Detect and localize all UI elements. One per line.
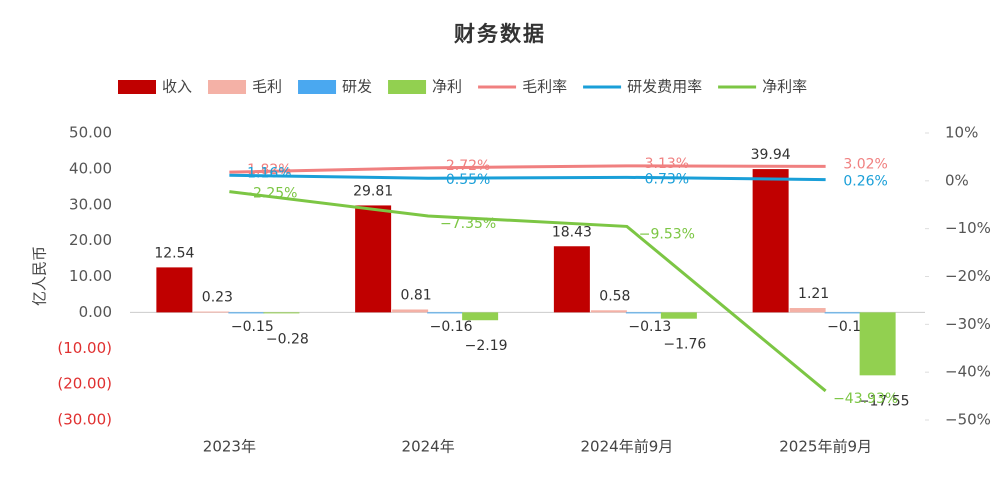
bar — [392, 309, 429, 313]
legend-swatch — [298, 80, 337, 94]
data-label: 0.55% — [446, 172, 490, 188]
line — [229, 173, 826, 182]
data-label: −2.19 — [465, 338, 508, 354]
x-tick-label: 2023年 — [203, 438, 256, 456]
data-label: −7.35% — [440, 216, 496, 232]
y2-tick-label: −20% — [945, 267, 991, 285]
y-tick-label: 0.00 — [79, 303, 112, 321]
data-label: 3.02% — [843, 156, 887, 172]
data-label: 2.72% — [446, 158, 490, 174]
data-label: −43.93% — [833, 391, 898, 407]
bar — [824, 312, 861, 314]
legend-label: 净利 — [432, 78, 462, 96]
data-label: −0.15 — [231, 319, 274, 335]
legend-label: 研发 — [342, 78, 372, 96]
x-tick-label: 2024年前9月 — [581, 438, 674, 456]
legend-label: 毛利率 — [522, 78, 567, 96]
bar — [193, 311, 230, 313]
data-label: −0.16 — [430, 319, 473, 335]
data-label: 1.82% — [247, 162, 291, 178]
bar — [789, 308, 826, 313]
bar — [355, 205, 392, 313]
y-tick-label: 40.00 — [69, 159, 112, 177]
bar — [859, 312, 896, 376]
y-tick-label: 30.00 — [69, 195, 112, 213]
y2-tick-label: −10% — [945, 219, 991, 237]
y-tick-label: 20.00 — [69, 231, 112, 249]
legend-swatch — [118, 80, 156, 94]
y2-tick-label: −40% — [945, 363, 991, 381]
data-label: 3.13% — [645, 156, 689, 172]
legend-label: 净利率 — [762, 78, 807, 96]
y-tick-label: 50.00 — [69, 124, 112, 142]
legend-label: 收入 — [162, 78, 192, 96]
chart-title: 财务数据 — [454, 22, 546, 46]
data-label: 0.81 — [401, 287, 432, 303]
bar — [752, 169, 789, 313]
y-tick-label: (10.00) — [57, 339, 112, 357]
legend-label: 毛利 — [252, 78, 282, 96]
line — [229, 190, 827, 393]
data-label: −1.76 — [663, 337, 706, 353]
y-tick-label: 10.00 — [69, 267, 112, 285]
y2-tick-label: 10% — [945, 124, 978, 142]
bar — [156, 267, 193, 313]
y2-tick-label: −30% — [945, 315, 991, 333]
data-label: 0.26% — [843, 174, 887, 190]
bar — [590, 310, 627, 313]
y-tick-label: (30.00) — [57, 411, 112, 429]
data-label: 0.58 — [599, 288, 630, 304]
bar — [263, 312, 300, 314]
x-tick-label: 2025年前9月 — [779, 438, 872, 456]
bar — [427, 312, 464, 314]
bar — [553, 246, 590, 313]
legend-swatch — [388, 80, 427, 94]
y-tick-label: (20.00) — [57, 375, 112, 393]
data-label: 29.81 — [353, 183, 393, 199]
data-label: 0.23 — [202, 290, 233, 306]
legend-label: 研发费用率 — [627, 78, 702, 96]
bar — [462, 312, 499, 321]
y2-tick-label: 0% — [945, 171, 969, 189]
bar — [660, 312, 697, 319]
data-label: −0.13 — [628, 319, 671, 335]
data-label: 39.94 — [751, 147, 791, 163]
data-label: 1.21 — [798, 286, 829, 302]
data-label: 1.16% — [247, 165, 291, 181]
legend-swatch — [208, 80, 247, 94]
data-label: 12.54 — [154, 245, 194, 261]
data-label: −0.11 — [827, 319, 870, 335]
data-label: 18.43 — [552, 224, 592, 240]
bar — [625, 312, 662, 314]
data-label: −17.55 — [858, 393, 910, 409]
line — [229, 164, 826, 174]
data-label: −9.53% — [639, 226, 695, 242]
data-label: 0.73% — [645, 171, 689, 187]
x-tick-label: 2024年 — [402, 438, 455, 456]
y-axis-title: 亿人民币 — [31, 246, 49, 306]
bar — [228, 312, 265, 314]
y2-tick-label: −50% — [945, 411, 991, 429]
data-label: −2.25% — [241, 186, 297, 202]
data-label: −0.28 — [266, 331, 309, 347]
